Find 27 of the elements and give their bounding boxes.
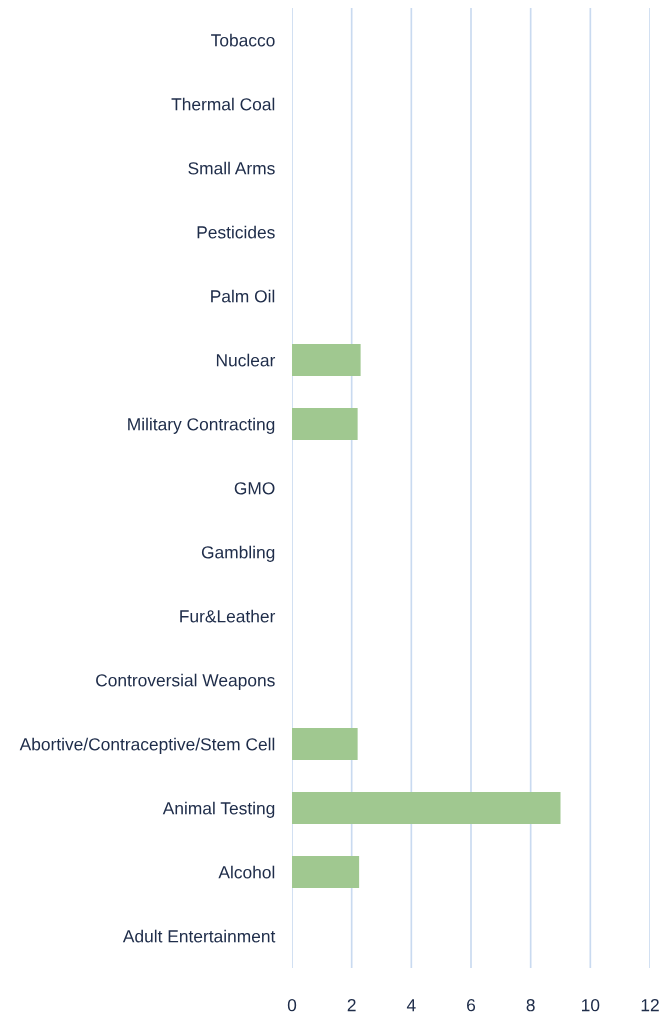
x-tick-label: 10 [582, 999, 600, 1012]
y-tick-label: Abortive/Contraceptive/Stem Cell [19, 737, 275, 754]
y-tick-label: Fur&Leather [180, 609, 276, 623]
y-tick-label: Alcohol [218, 865, 275, 879]
y-tick-label: Animal Testing [162, 801, 275, 818]
x-tick-label: 6 [467, 999, 476, 1012]
bar [292, 408, 358, 440]
y-tick-label: Small Arms [188, 161, 275, 175]
y-tick-label: Palm Oil [211, 289, 275, 303]
y-tick-label: Thermal Coal [171, 97, 275, 111]
y-tick-label: Controversial Weapons [96, 673, 275, 690]
bar [292, 728, 358, 760]
x-tick-label: 8 [526, 999, 535, 1012]
bar [292, 856, 360, 888]
x-tick-label: 0 [287, 999, 297, 1012]
y-tick-label: Adult Entertainment [122, 929, 276, 943]
y-tick-label: Military Contracting [128, 417, 275, 434]
x-tick-label: 4 [406, 999, 416, 1012]
y-tick-label: Nuclear [216, 353, 276, 367]
y-tick-label: Gambling [201, 545, 275, 562]
x-tick-label: 2 [347, 999, 356, 1012]
y-tick-label: Tobacco [211, 33, 275, 47]
x-tick-label: 12 [641, 999, 659, 1012]
y-tick-label: Pesticides [197, 225, 275, 239]
bar [292, 344, 361, 376]
y-tick-label: GMO [234, 482, 275, 495]
bar [292, 792, 561, 824]
